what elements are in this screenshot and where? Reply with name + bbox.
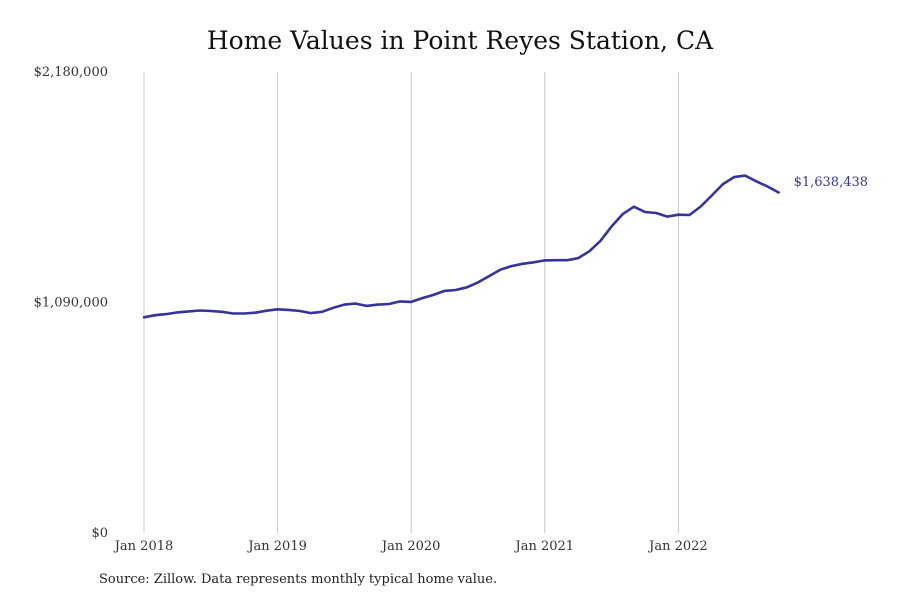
end-value-label: $1,638,438 bbox=[794, 175, 868, 190]
chart-title: Home Values in Point Reyes Station, CA bbox=[206, 26, 714, 55]
end-label-layer: $1,638,438 bbox=[794, 175, 868, 190]
y-tick-label: $2,180,000 bbox=[34, 65, 108, 80]
x-axis-tick-labels: Jan 2018 Jan 2019 Jan 2020 Jan 2021 Jan 2022 bbox=[113, 539, 708, 554]
x-tick-label: Jan 2020 bbox=[380, 539, 441, 554]
y-axis-tick-labels: $0 $1,090,000 $2,180,000 bbox=[34, 65, 108, 541]
x-tick-label: Jan 2018 bbox=[113, 539, 174, 554]
x-tick-label: Jan 2022 bbox=[647, 539, 708, 554]
y-tick-label: $1,090,000 bbox=[34, 296, 108, 311]
series-line bbox=[142, 174, 780, 319]
x-tick-label: Jan 2021 bbox=[514, 539, 575, 554]
source-note: Source: Zillow. Data represents monthly … bbox=[99, 572, 498, 587]
series-layer bbox=[142, 174, 780, 319]
y-tick-label: $0 bbox=[91, 526, 108, 541]
x-tick-label: Jan 2019 bbox=[246, 539, 307, 554]
